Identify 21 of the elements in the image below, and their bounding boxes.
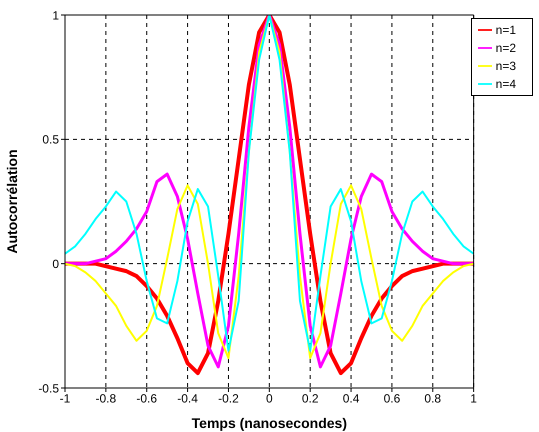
y-axis-title: Autocorrélation — [4, 149, 20, 254]
legend-label: n=1 — [496, 23, 516, 37]
legend-label: n=3 — [496, 59, 516, 73]
legend-label: n=2 — [496, 41, 516, 55]
x-tick-label: -0.6 — [136, 392, 158, 406]
x-tick-label: 0 — [266, 392, 273, 406]
x-tick-label: 0.8 — [424, 392, 442, 406]
x-tick-label: -0.2 — [218, 392, 240, 406]
x-tick-label: 0.4 — [342, 392, 360, 406]
y-tick-label: 1 — [52, 8, 60, 22]
x-tick-label: 0.2 — [302, 392, 319, 406]
y-tick-label: -0.5 — [38, 381, 60, 396]
legend-label: n=4 — [496, 77, 516, 91]
x-tick-label: 0.6 — [384, 392, 401, 406]
y-tick-label: 0.5 — [42, 132, 60, 147]
y-tick-label: 0 — [52, 256, 60, 271]
x-tick-label: -0.8 — [96, 392, 117, 406]
x-tick-label: -1 — [60, 392, 71, 406]
x-axis-title: Temps (nanosecondes) — [192, 415, 347, 431]
x-tick-label: 1 — [470, 392, 478, 406]
x-tick-label: -0.4 — [177, 392, 198, 406]
